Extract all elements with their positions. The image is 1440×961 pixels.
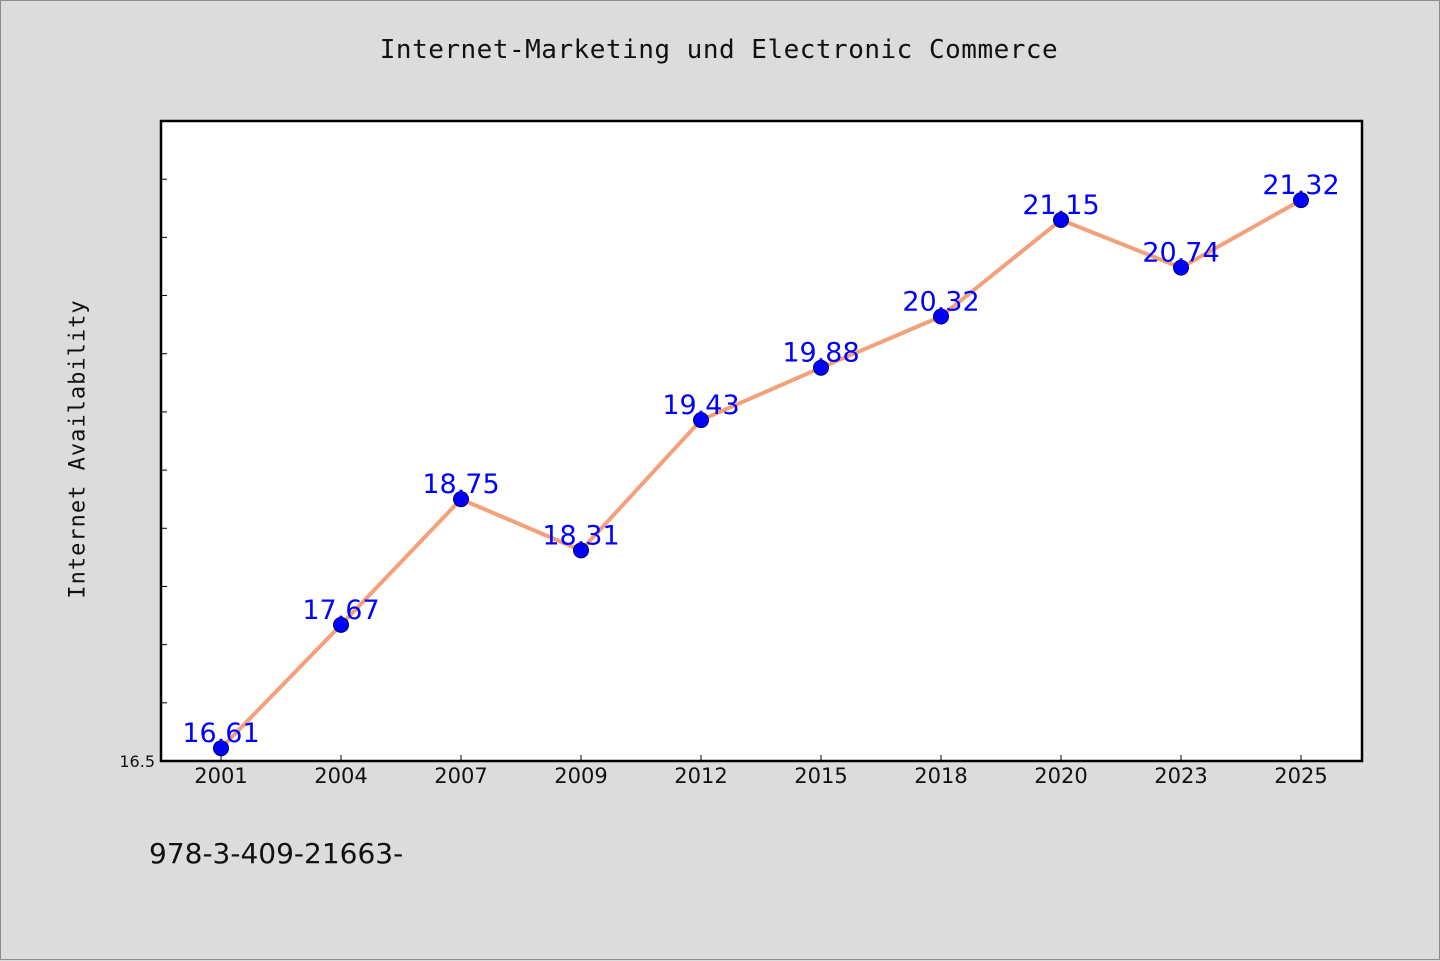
data-label: 17.67 [302,595,379,626]
data-label: 18.31 [542,520,619,551]
x-tick-label: 2023 [1154,764,1207,788]
data-point-marker [453,491,469,508]
series-line [219,198,1303,751]
data-label: 18.75 [422,469,499,500]
data-point-marker [1173,259,1189,276]
data-label: 19.88 [782,338,859,369]
data-point-marker [1053,211,1069,228]
data-label: 16.61 [182,718,259,749]
data-point-marker [933,308,949,325]
plot-area [159,119,1364,763]
data-label: 20.32 [902,286,979,317]
x-tick-label: 2012 [674,764,727,788]
data-point-marker [333,616,349,633]
x-tick-label: 2007 [434,764,487,788]
data-point-marker [1293,192,1309,209]
data-point-marker [213,740,229,757]
data-label: 19.43 [662,390,739,421]
data-point-marker [813,359,829,376]
x-tick-label: 2015 [794,764,847,788]
y-tick-label: 16.5 [119,752,155,771]
data-point-marker [573,542,589,559]
x-tick-label: 2001 [194,764,247,788]
data-label: 20.74 [1142,238,1219,269]
x-tick-label: 2025 [1274,764,1327,788]
data-label: 21.32 [1262,170,1339,201]
x-tick-label: 2009 [554,764,607,788]
x-tick-label: 2004 [314,764,367,788]
footer-isbn-text: 978-3-409-21663- [149,837,404,870]
data-point-marker [693,412,709,429]
data-label: 21.15 [1022,190,1099,221]
x-tick-label: 2020 [1034,764,1087,788]
x-tick-label: 2018 [914,764,967,788]
chart-title: Internet-Marketing und Electronic Commer… [379,35,1059,65]
